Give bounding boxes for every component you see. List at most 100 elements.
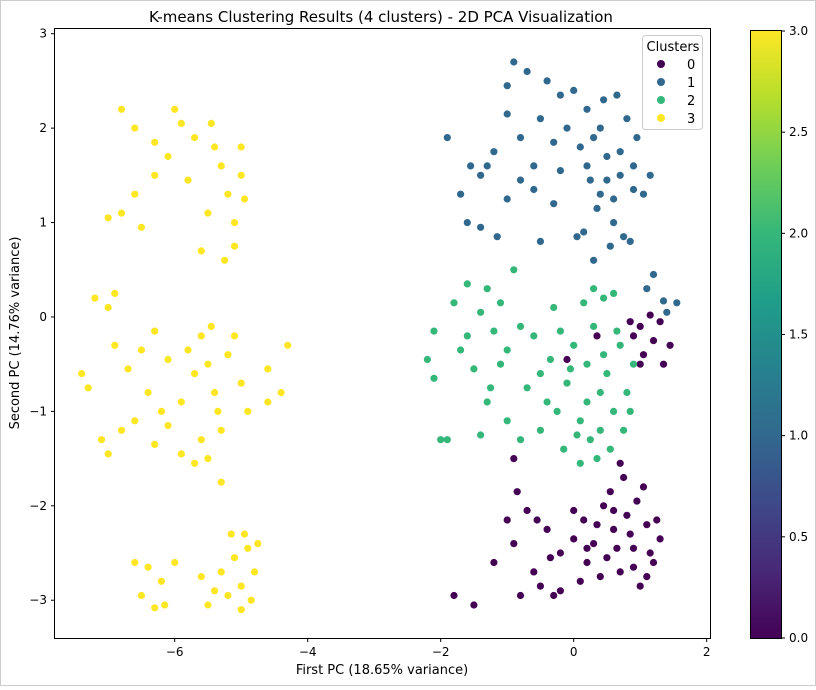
data-point-cluster-0 [563,355,571,364]
data-point-cluster-2 [516,322,525,330]
data-point-cluster-0 [659,360,668,368]
data-point-cluster-3 [197,436,205,444]
data-point-cluster-1 [629,185,638,194]
data-point-cluster-0 [646,311,654,319]
data-point-cluster-0 [596,573,604,581]
data-point-cluster-3 [224,351,232,359]
data-point-cluster-3 [177,450,185,458]
data-point-cluster-0 [503,516,511,524]
data-point-cluster-3 [104,450,112,458]
x-tick-label: 2 [703,645,711,659]
y-tick-label: 0 [39,310,47,324]
data-point-cluster-1 [623,115,631,123]
data-point-cluster-0 [639,483,648,491]
data-point-cluster-2 [576,459,584,467]
legend-title: Clusters [647,40,700,55]
data-point-cluster-2 [496,360,505,368]
data-point-cluster-0 [536,582,545,590]
data-point-cluster-1 [610,195,618,203]
data-point-cluster-1 [603,152,611,161]
data-point-cluster-2 [546,355,555,364]
legend-marker-3 [657,114,665,122]
data-point-cluster-3 [144,388,152,397]
data-point-cluster-2 [576,417,584,425]
data-point-cluster-2 [606,445,614,453]
data-point-cluster-2 [523,384,531,392]
data-point-cluster-2 [496,299,505,307]
colorbar-tick-label: 0.5 [789,530,808,544]
data-point-cluster-3 [204,209,212,217]
data-point-cluster-2 [553,407,561,415]
data-point-cluster-1 [570,86,578,94]
legend-marker-2 [657,96,665,104]
data-point-cluster-3 [117,426,126,434]
data-point-cluster-3 [151,327,159,335]
data-point-cluster-3 [211,388,219,397]
data-point-cluster-2 [430,374,438,382]
data-point-cluster-0 [450,591,458,600]
data-point-cluster-1 [590,134,598,142]
data-point-cluster-2 [620,426,628,434]
data-point-cluster-0 [636,582,644,590]
data-point-cluster-3 [264,398,272,406]
data-point-cluster-0 [610,506,618,515]
data-point-cluster-0 [490,558,498,567]
data-point-cluster-3 [164,355,172,364]
data-point-cluster-0 [516,591,525,600]
data-point-cluster-3 [177,119,185,127]
x-tick-label: 0 [570,645,578,659]
data-point-cluster-2 [593,455,601,463]
x-tick-label: −4 [299,645,317,659]
colorbar-tick-label: 2.5 [789,125,808,139]
data-point-cluster-1 [516,176,525,184]
y-tick-label: 2 [39,121,47,135]
legend-marker-1 [657,78,665,86]
data-point-cluster-3 [197,332,205,340]
data-point-cluster-2 [536,370,545,378]
data-point-cluster-3 [224,591,232,600]
data-point-cluster-1 [503,110,511,118]
data-point-cluster-2 [487,384,495,392]
data-point-cluster-3 [204,455,212,463]
data-point-cluster-2 [510,266,518,274]
data-point-cluster-1 [583,105,591,113]
data-point-cluster-3 [171,558,179,567]
data-point-cluster-1 [649,270,658,279]
data-point-cluster-0 [636,322,644,330]
data-point-cluster-1 [586,176,594,184]
data-point-cluster-2 [470,365,478,373]
data-point-cluster-1 [629,162,638,170]
data-point-cluster-0 [643,521,651,529]
data-point-cluster-2 [590,322,598,330]
data-point-cluster-0 [543,525,551,534]
data-point-cluster-3 [230,242,239,250]
data-point-cluster-1 [530,162,538,170]
data-point-cluster-3 [211,143,219,151]
data-point-cluster-2 [580,299,588,307]
data-point-cluster-1 [603,176,611,184]
legend: Clusters 0 1 2 3 [642,35,703,130]
data-point-cluster-1 [490,148,498,156]
data-point-cluster-2 [570,341,578,349]
data-point-cluster-0 [583,544,591,552]
data-point-cluster-2 [477,308,485,316]
legend-label-1: 1 [687,76,695,91]
data-point-cluster-3 [151,604,159,612]
data-point-cluster-1 [523,67,531,76]
data-point-cluster-3 [144,563,152,571]
data-point-cluster-1 [536,115,545,123]
colorbar-ticks: 0.0 0.5 1.0 1.5 2.0 2.5 3.0 [781,24,808,645]
data-point-cluster-1 [590,256,598,264]
legend-marker-0 [657,60,665,68]
data-point-cluster-0 [629,563,638,571]
data-point-cluster-0 [643,573,651,581]
data-point-cluster-3 [84,384,92,392]
data-point-cluster-3 [217,478,225,486]
data-point-cluster-0 [523,506,531,515]
data-point-cluster-0 [603,554,611,562]
data-point-cluster-3 [117,209,126,217]
data-point-cluster-1 [556,167,565,175]
data-point-cluster-3 [264,365,272,373]
data-point-cluster-2 [603,370,611,378]
